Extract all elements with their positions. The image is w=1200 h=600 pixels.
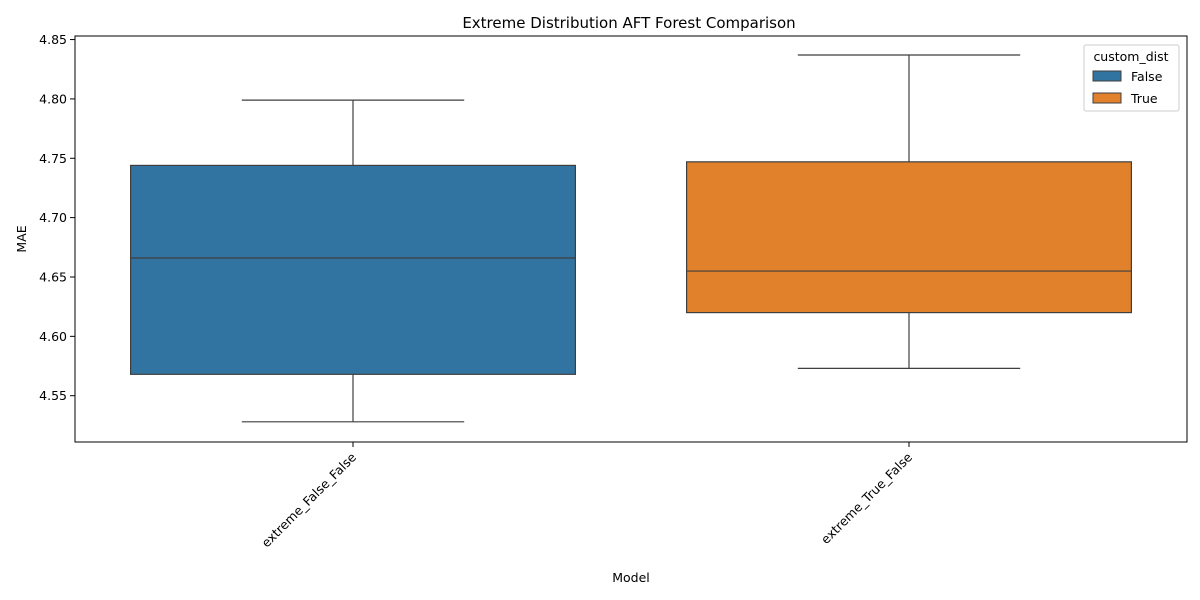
plot-frame (74, 35, 1188, 443)
y-tick-label: 4.75 (39, 151, 67, 166)
legend-label-false: False (1131, 69, 1163, 84)
box-extreme-false-false (130, 164, 576, 375)
legend: custom_dist False True (1083, 44, 1180, 112)
x-axis-label: Model (612, 570, 650, 585)
y-tick-label: 4.55 (39, 388, 67, 403)
y-tick-label: 4.70 (39, 210, 67, 225)
y-axis-label: MAE (14, 225, 29, 252)
chart-title: Extreme Distribution AFT Forest Comparis… (462, 14, 795, 32)
legend-label-true: True (1130, 91, 1158, 106)
legend-swatch-true (1092, 92, 1122, 104)
y-tick-label: 4.65 (39, 269, 67, 284)
y-tick-label: 4.85 (39, 32, 67, 47)
y-tick-label: 4.80 (39, 91, 67, 106)
legend-swatch-false (1092, 70, 1122, 82)
box-extreme-true-false (685, 161, 1132, 314)
y-tick-label: 4.60 (39, 329, 67, 344)
legend-title: custom_dist (1093, 49, 1168, 64)
